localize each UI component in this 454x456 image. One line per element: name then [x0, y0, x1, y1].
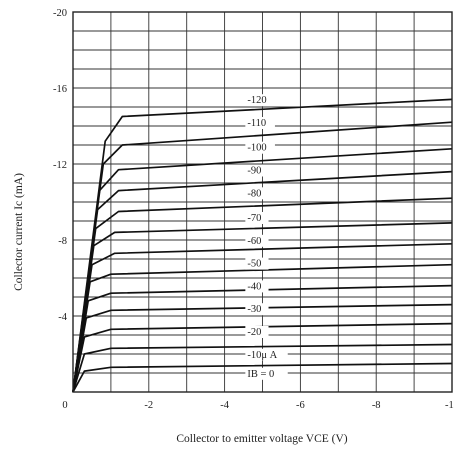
- series-line-0: [72, 362, 453, 393]
- curve-label-background: [245, 234, 269, 247]
- series-lines: [72, 98, 453, 393]
- curve-label-7: -50: [247, 259, 261, 270]
- y-axis-title: Collector current Ic (mA): [13, 173, 25, 291]
- curve-label-background: [245, 348, 288, 361]
- curve-label-5: -70: [247, 213, 261, 224]
- x-tick-label: 0: [62, 400, 67, 411]
- plot-frame: [72, 11, 453, 393]
- curve-label-4: -80: [247, 188, 261, 199]
- curve-label-background: [245, 94, 275, 107]
- curve-label-1: -110: [247, 118, 266, 129]
- curve-label-6: -60: [247, 236, 261, 247]
- x-tick-label: -2: [144, 400, 153, 411]
- curve-label-background: [245, 117, 275, 129]
- curve-label-10: -20: [247, 327, 261, 338]
- curve-label-background: [245, 164, 269, 177]
- series-line-1: [72, 343, 453, 393]
- curve-label-8: -40: [247, 281, 261, 292]
- y-tick-label: -20: [53, 8, 67, 19]
- curve-label-0: -120: [247, 95, 266, 106]
- x-tick-labels: 0 -2 -4 -6 -8 -10: [62, 400, 454, 411]
- y-tick-label: -8: [58, 236, 67, 247]
- curve-label-12: IB = 0: [247, 369, 274, 380]
- y-tick-label: -4: [58, 312, 67, 323]
- curve-label-background: [245, 141, 275, 154]
- curve-label-background: [245, 280, 269, 293]
- curve-label-background: [245, 367, 288, 380]
- y-tick-label: -12: [53, 160, 67, 171]
- curve-labels: -120 -110 -100 -90 -80 -70 -60 -50 -40 -30 -20 -10μ…: [245, 94, 288, 380]
- curve-label-background: [245, 212, 269, 224]
- curve-label-background: [245, 257, 269, 270]
- curve-label-11: -10μ A: [247, 350, 277, 361]
- curve-label-3: -90: [247, 166, 261, 177]
- x-tick-label: -8: [372, 400, 381, 411]
- curve-label-2: -100: [247, 143, 266, 154]
- curve-label-9: -30: [247, 304, 261, 315]
- x-tick-label: -4: [220, 400, 229, 411]
- y-tick-label: -16: [53, 84, 67, 95]
- series-line-12: [72, 98, 453, 393]
- x-tick-label: -10: [445, 400, 454, 411]
- curve-label-background: [245, 187, 269, 200]
- x-tick-label: -6: [296, 400, 305, 411]
- curve-label-background: [245, 303, 269, 316]
- x-axis-title: Collector to emitter voltage VCE (V): [176, 433, 347, 445]
- y-tick-labels: -4 -8 -12 -16 -20: [53, 8, 68, 323]
- curve-label-background: [245, 326, 269, 338]
